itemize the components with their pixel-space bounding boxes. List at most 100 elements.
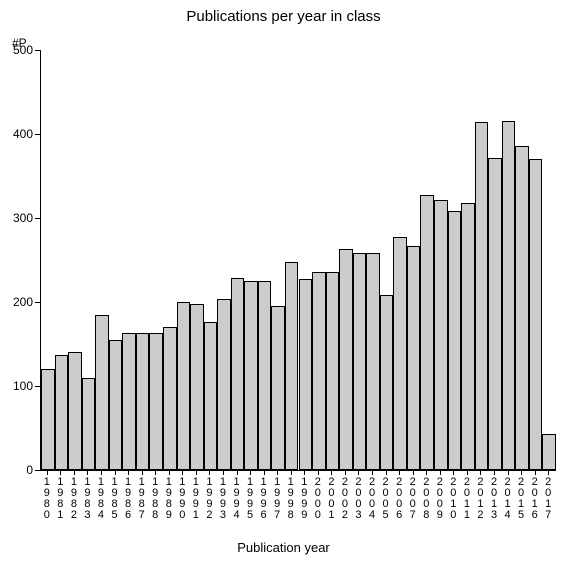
bar [271, 306, 285, 470]
x-tick-label: 2002 [341, 477, 349, 521]
x-tick-label: 1987 [138, 477, 146, 521]
y-tick-label: 100 [3, 379, 33, 393]
bar [380, 295, 394, 470]
bar [326, 272, 340, 470]
x-tick-label: 2003 [354, 477, 362, 521]
x-tick-label: 1997 [273, 477, 281, 521]
x-tick-label: 1983 [83, 477, 91, 521]
bar [488, 158, 502, 470]
y-tick [35, 218, 40, 219]
x-tick [209, 470, 210, 475]
x-tick [277, 470, 278, 475]
bar [366, 253, 380, 470]
x-tick-label: 1985 [111, 477, 119, 521]
x-tick [399, 470, 400, 475]
bar [177, 302, 191, 470]
x-tick [467, 470, 468, 475]
x-tick-label: 2010 [449, 477, 457, 521]
x-tick [74, 470, 75, 475]
bar [41, 369, 55, 470]
bar [529, 159, 543, 470]
x-tick [331, 470, 332, 475]
x-tick-label: 1984 [97, 477, 105, 521]
x-tick-label: 2008 [422, 477, 430, 521]
y-tick [35, 134, 40, 135]
x-axis-title: Publication year [0, 540, 567, 555]
x-tick [358, 470, 359, 475]
y-tick-label: 300 [3, 211, 33, 225]
bar [475, 122, 489, 470]
bar [434, 200, 448, 470]
bar [55, 355, 69, 470]
x-tick-label: 1982 [70, 477, 78, 521]
y-tick [35, 50, 40, 51]
x-tick [508, 470, 509, 475]
x-tick [115, 470, 116, 475]
x-tick [521, 470, 522, 475]
x-tick [426, 470, 427, 475]
x-tick [47, 470, 48, 475]
x-tick [196, 470, 197, 475]
x-tick [453, 470, 454, 475]
x-tick [318, 470, 319, 475]
x-tick [535, 470, 536, 475]
x-tick-label: 2013 [490, 477, 498, 521]
x-tick [87, 470, 88, 475]
x-tick-label: 2005 [382, 477, 390, 521]
x-tick-label: 1991 [192, 477, 200, 521]
x-tick [291, 470, 292, 475]
y-tick [35, 302, 40, 303]
x-tick-label: 1990 [178, 477, 186, 521]
bar [542, 434, 556, 470]
x-tick [142, 470, 143, 475]
bar [109, 340, 123, 470]
x-tick-label: 2007 [409, 477, 417, 521]
y-tick-label: 500 [3, 43, 33, 57]
x-tick-label: 1981 [56, 477, 64, 521]
x-tick-label: 1994 [233, 477, 241, 521]
x-tick [169, 470, 170, 475]
x-tick-label: 1996 [260, 477, 268, 521]
x-tick [494, 470, 495, 475]
y-tick [35, 386, 40, 387]
bar [461, 203, 475, 470]
x-tick-label: 2015 [517, 477, 525, 521]
bar [353, 253, 367, 470]
x-tick-label: 2001 [327, 477, 335, 521]
x-tick-label: 1999 [300, 477, 308, 521]
x-tick-label: 1989 [165, 477, 173, 521]
x-tick [304, 470, 305, 475]
x-tick-label: 2009 [436, 477, 444, 521]
bar [190, 304, 204, 470]
x-tick [128, 470, 129, 475]
bar [244, 281, 258, 470]
x-tick-label: 2017 [544, 477, 552, 521]
bar [339, 249, 353, 470]
bar [515, 146, 529, 470]
x-tick [386, 470, 387, 475]
bar [149, 333, 163, 470]
x-tick [548, 470, 549, 475]
x-tick-label: 1993 [219, 477, 227, 521]
x-tick [413, 470, 414, 475]
y-tick-label: 200 [3, 295, 33, 309]
bar [285, 262, 299, 470]
x-tick-label: 1986 [124, 477, 132, 521]
bar [393, 237, 407, 470]
y-tick-label: 400 [3, 127, 33, 141]
bar [217, 299, 231, 470]
x-tick-label: 2016 [531, 477, 539, 521]
bar [82, 378, 96, 470]
x-tick [440, 470, 441, 475]
bar [502, 121, 516, 470]
x-tick-label: 1992 [205, 477, 213, 521]
bar [258, 281, 272, 470]
bar [299, 279, 313, 470]
x-tick-label: 1998 [287, 477, 295, 521]
x-tick [237, 470, 238, 475]
x-tick-label: 1988 [151, 477, 159, 521]
bar [312, 272, 326, 470]
plot-area [40, 50, 556, 471]
bar [231, 278, 245, 470]
x-tick-label: 2012 [476, 477, 484, 521]
